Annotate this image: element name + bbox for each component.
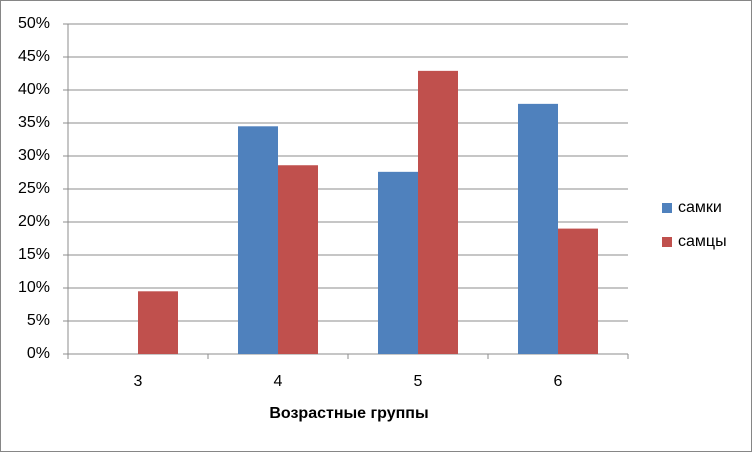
y-tick-label: 0% — [27, 345, 50, 362]
bar — [278, 165, 318, 354]
bar — [238, 126, 278, 354]
y-tick-label: 20% — [18, 213, 50, 230]
y-tick-label: 10% — [18, 279, 50, 296]
y-tick-label: 40% — [18, 81, 50, 98]
y-tick-label: 35% — [18, 114, 50, 131]
x-tick-label: 4 — [274, 373, 283, 390]
y-tick-label: 25% — [18, 180, 50, 197]
bar — [518, 103, 558, 354]
legend-swatch — [662, 237, 672, 247]
y-tick-label: 5% — [27, 312, 50, 329]
bar — [138, 291, 178, 354]
y-tick-label: 30% — [18, 147, 50, 164]
bar — [378, 171, 418, 354]
y-tick-label: 50% — [18, 15, 50, 32]
bar — [418, 70, 458, 355]
x-tick-label: 6 — [554, 373, 563, 390]
x-tick-label: 3 — [134, 373, 143, 390]
legend-label: самки — [678, 199, 722, 216]
legend-swatch — [662, 203, 672, 213]
y-tick-label: 45% — [18, 48, 50, 65]
bar — [558, 228, 598, 354]
x-axis-title: Возрастные группы — [269, 405, 428, 422]
legend-label: самцы — [678, 233, 727, 250]
y-tick-label: 15% — [18, 246, 50, 263]
x-tick-label: 5 — [414, 373, 423, 390]
